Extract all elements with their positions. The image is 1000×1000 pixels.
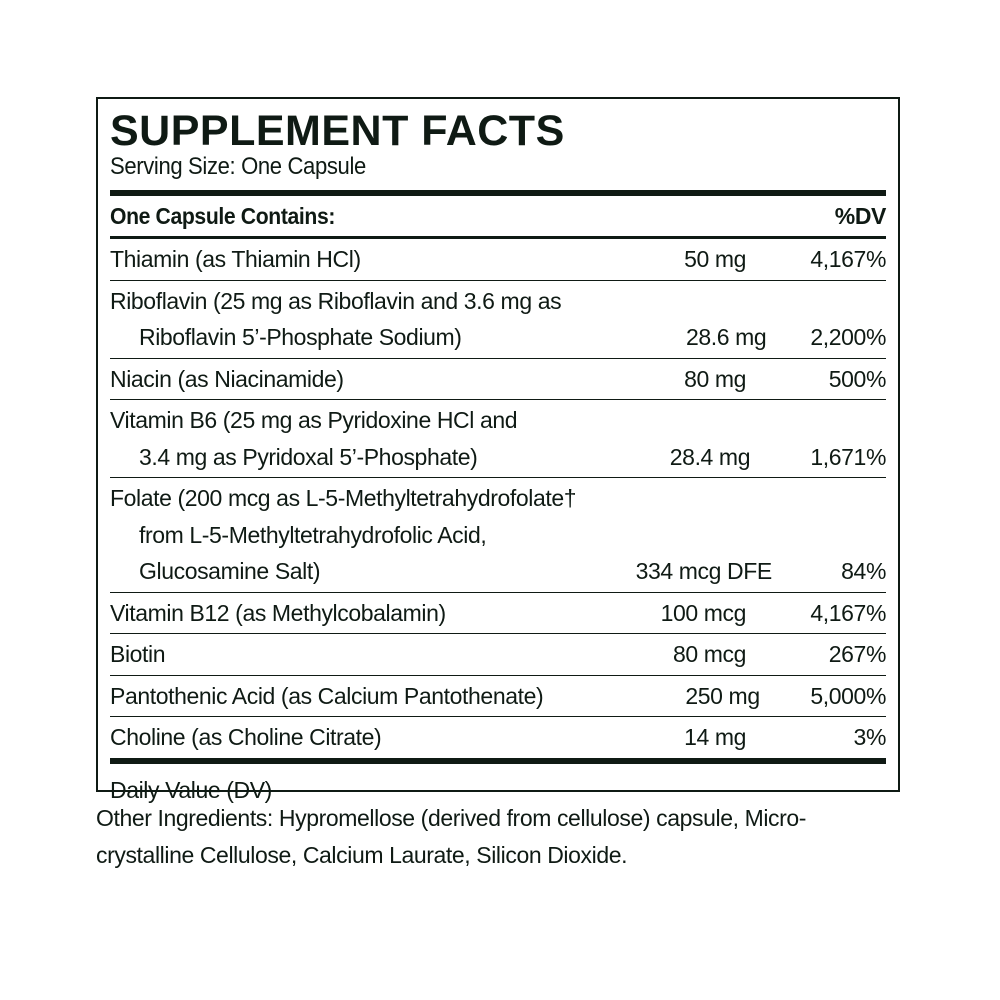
panel-title: SUPPLEMENT FACTS [110,107,565,155]
nutrient-name-line: Choline (as Choline Citrate) [110,724,382,750]
nutrient-name: Choline (as Choline Citrate) [110,719,506,756]
nutrient-name-line: Riboflavin 5’-Phosphate Sodium) [139,324,462,350]
nutrient-table: Thiamin (as Thiamin HCl) 50 mg 4,167% Ribof… [110,239,886,758]
thick-divider-bottom [110,757,886,764]
nutrient-dv: 84% [841,558,886,584]
nutrient-name-line: Riboflavin (25 mg as Riboflavin and 3.6 … [110,287,562,314]
table-header: One Capsule Contains: %DV [110,196,886,239]
nutrient-amount: 100 mcg [660,599,747,626]
nutrient-amount: 334 mcg DFE [635,558,773,584]
nutrient-name: Niacin (as Niacinamide) [110,361,506,398]
nutrient-name-line: Vitamin B12 (as Methylcobalamin) [110,599,446,626]
serving-size: Serving Size: One Capsule [110,153,366,180]
nutrient-name-line: Thiamin (as Thiamin HCl) [110,246,361,272]
nutrient-name-line: Biotin [110,641,166,667]
table-row: Niacin (as Niacinamide) 80 mg 500% [110,359,887,400]
table-row: Choline (as Choline Citrate) 14 mg 3% [110,717,886,758]
contains-header: One Capsule Contains: [110,202,336,229]
nutrient-amount: 28.6 mg [686,324,767,350]
nutrient-dv: 4,167% [810,599,886,626]
table-row: Biotin 80 mcg 267% [110,634,886,676]
nutrient-name-line: 3.4 mg as Pyridoxal 5’-Phosphate) [139,443,478,470]
nutrient-dv: 3% [853,724,887,750]
thick-divider [110,190,886,196]
daily-value-footnote: Daily Value (DV) [110,776,272,803]
nutrient-name-line: Pantothenic Acid (as Calcium Pantothenat… [110,682,544,709]
nutrient-dv: 500% [828,365,887,392]
nutrient-name-line: from L-5-Methyltetrahydrofolic Acid, [139,521,487,548]
table-row: Vitamin B6 (25 mg as Pyridoxine HCl and 3… [110,400,886,478]
nutrient-name: Pantothenic Acid (as Calcium Pantothenat… [110,678,544,715]
table-row: Thiamin (as Thiamin HCl) 50 mg 4,167% [110,239,886,281]
dv-header: %DV [834,202,887,229]
nutrient-amount: 50 mg [684,246,746,272]
nutrient-name: Vitamin B6 (25 mg as Pyridoxine HCl and 3… [110,402,518,475]
supplement-facts-panel: SUPPLEMENT FACTS Serving Size: One Capsu… [96,97,900,803]
table-row: Folate (200 mcg as L-5-Methyltetrahydrof… [110,478,886,593]
other-ingredients: Other Ingredients: Hypromellose (derived… [96,800,916,874]
nutrient-amount: 80 mcg [672,641,746,667]
nutrient-amount: 28.4 mg [669,443,751,470]
table-row: Pantothenic Acid (as Calcium Pantothenat… [110,676,886,717]
nutrient-name: Vitamin B12 (as Methylcobalamin) [110,595,506,632]
nutrient-amount: 250 mg [685,682,760,709]
nutrient-name-line: Vitamin B6 (25 mg as Pyridoxine HCl and [110,407,518,433]
table-row: Vitamin B12 (as Methylcobalamin) 100 mcg 4… [110,593,886,634]
nutrient-dv: 2,200% [810,324,886,350]
nutrient-name-line: Glucosamine Salt) [139,558,321,584]
nutrient-name-line: Folate (200 mcg as L-5-Methyltetrahydrof… [110,485,577,511]
table-row: Riboflavin (25 mg as Riboflavin and 3.6 … [110,281,886,359]
nutrient-name-line: Niacin (as Niacinamide) [110,365,344,392]
nutrient-amount: 80 mg [684,365,746,392]
other-ingredients-line: Other Ingredients: Hypromellose (derived… [96,805,807,831]
nutrient-dv: 4,167% [810,246,886,272]
nutrient-dv: 267% [828,641,887,667]
nutrient-name: Riboflavin (25 mg as Riboflavin and 3.6 … [110,283,562,356]
nutrient-amount: 14 mg [684,724,746,750]
nutrient-dv: 5,000% [810,682,886,709]
nutrient-dv: 1,671% [810,443,886,470]
other-ingredients-line: crystalline Cellulose, Calcium Laurate, … [96,842,628,868]
nutrient-name: Biotin [110,636,506,673]
nutrient-name: Folate (200 mcg as L-5-Methyltetrahydrof… [110,480,577,590]
nutrient-name: Thiamin (as Thiamin HCl) [110,241,506,278]
